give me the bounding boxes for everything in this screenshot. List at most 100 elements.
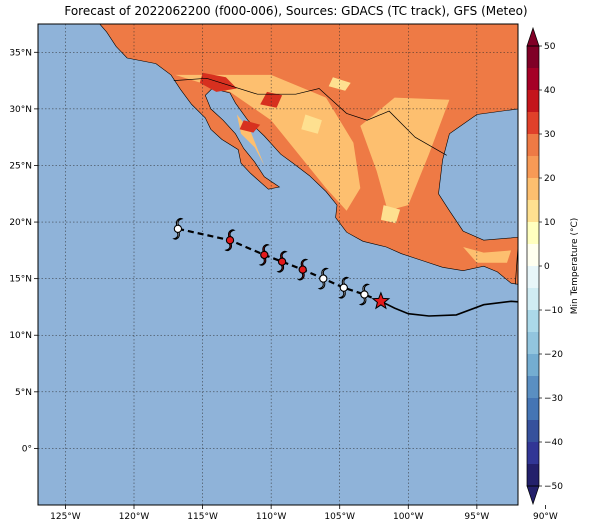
y-tick-label: 35°N — [9, 48, 32, 58]
colorbar-band — [527, 310, 539, 332]
colorbar-band — [527, 222, 539, 244]
colorbar-band — [527, 420, 539, 442]
storm-spiral-arm — [321, 267, 329, 277]
x-tick-label: 100°W — [393, 512, 424, 522]
colorbar-band — [527, 442, 539, 464]
colorbar-tick-label: 0 — [544, 262, 550, 272]
colorbar-band — [527, 398, 539, 420]
colorbar-band — [527, 376, 539, 398]
storm-forecast-symbol — [358, 283, 370, 306]
storm-spiral-arm — [358, 296, 367, 306]
storm-spiral-arm — [362, 283, 370, 293]
mainland-fill — [38, 24, 518, 285]
colorbar-band — [527, 244, 539, 266]
colorbar-band — [527, 68, 539, 90]
storm-spiral-arm — [175, 218, 184, 227]
storm-eye — [360, 290, 369, 299]
y-tick-label: 30°N — [9, 105, 32, 115]
colorbar-band — [527, 156, 539, 178]
pale-temperature-region — [380, 205, 401, 224]
warm-temperature-region — [260, 91, 283, 108]
light-temperature-region — [175, 74, 361, 211]
colorbar-tick-label: 50 — [544, 42, 556, 52]
y-tick-label: 5°N — [15, 388, 32, 398]
colorbar-band — [527, 200, 539, 222]
colorbar-tick-label: 30 — [544, 130, 556, 140]
storm-eye — [298, 265, 307, 274]
pale-temperature-region — [301, 114, 322, 134]
colorbar-band — [527, 332, 539, 354]
storm-forecast-symbol — [258, 244, 270, 266]
x-tick-label: 110°W — [256, 512, 287, 522]
colorbar-tick-label: 40 — [544, 86, 556, 96]
storm-spiral-arm — [297, 272, 305, 281]
y-tick-label: 25°N — [9, 161, 32, 171]
storm-spiral-arm — [300, 258, 309, 268]
colorbar-tick-label: 20 — [544, 174, 556, 184]
storm-spiral-arm — [341, 276, 350, 286]
colorbar-band — [527, 112, 539, 134]
x-tick-label: 90°W — [533, 512, 558, 522]
colorbar-band — [527, 266, 539, 288]
map-title: Forecast of 2022062200 (f000-006), Sourc… — [64, 4, 528, 18]
x-tick-label: 95°W — [464, 512, 489, 522]
y-axis-ticks: 0° 5°N 10°N 15°N 20°N 25°N 30°N 35°N — [9, 48, 38, 454]
colorbar-tick-label: −40 — [544, 438, 563, 448]
warm-temperature-region — [239, 120, 261, 133]
storm-eye — [319, 274, 328, 283]
storm-eye — [225, 236, 235, 245]
colorbar-band — [527, 134, 539, 156]
colorbar-tick-label: −30 — [544, 394, 563, 404]
storm-eye — [173, 224, 183, 233]
storm-spiral-arm — [172, 231, 180, 240]
colorbar-band — [527, 464, 539, 486]
honduras-border — [555, 271, 570, 286]
y-tick-label: 15°N — [9, 275, 32, 285]
storm-spiral-arm — [262, 244, 270, 253]
colorbar: 50 40 30 20 10 0 −10 −20 −30 −40 −50 Min Temperatur… — [526, 26, 580, 506]
x-tick-label: 120°W — [119, 512, 150, 522]
x-tick-label: 115°W — [187, 512, 218, 522]
colorbar-band — [527, 46, 539, 68]
storm-eye — [277, 257, 287, 266]
y-tick-label: 10°N — [9, 331, 32, 341]
storm-forecast-symbol — [224, 229, 236, 251]
storm-spiral-arm — [224, 242, 232, 251]
colorbar-tick-label: −10 — [544, 306, 563, 316]
light-temperature-region — [360, 97, 450, 211]
colorbar-tick-label: −50 — [544, 482, 563, 492]
colorbar-tick-label: 10 — [544, 218, 556, 228]
x-axis-ticks: 125°W 120°W 115°W 110°W 105°W 100°W 95°W 90°W — [50, 505, 558, 522]
belize-border — [556, 239, 568, 247]
colorbar-min-extension — [526, 485, 540, 506]
storm-forecast-symbol — [297, 258, 309, 281]
map-gridlines — [38, 24, 518, 505]
x-tick-label: 125°W — [50, 512, 81, 522]
storm-forecast-symbol — [172, 218, 184, 240]
storm-spiral-arm — [258, 257, 267, 266]
y-tick-label: 20°N — [9, 218, 32, 228]
storm-current-position-marker — [371, 291, 391, 310]
colorbar-title: Min Temperature (°C) — [570, 218, 580, 315]
storm-spiral-arm — [276, 264, 285, 273]
colorbar-band — [527, 354, 539, 376]
x-tick-label: 105°W — [324, 512, 355, 522]
storm-eye — [260, 250, 269, 260]
storm-spiral-arm — [280, 250, 288, 260]
storm-track — [172, 218, 518, 317]
colorbar-band — [527, 178, 539, 200]
map-frame — [37, 23, 519, 506]
colorbar-band — [527, 90, 539, 112]
storm-past-track — [380, 300, 518, 317]
storm-forecast-symbol — [317, 267, 329, 290]
colorbar-band — [527, 288, 539, 310]
storm-spiral-arm — [317, 281, 326, 290]
land-temperature-fill — [38, 24, 518, 285]
storm-spiral-arm — [338, 290, 346, 299]
map-plot-area — [38, 24, 570, 505]
light-temperature-region — [463, 247, 512, 263]
y-tick-label: 0° — [22, 444, 32, 454]
storm-eye — [339, 283, 348, 292]
colorbar-tick-label: −20 — [544, 350, 563, 360]
storm-forecast-symbol — [276, 250, 288, 273]
